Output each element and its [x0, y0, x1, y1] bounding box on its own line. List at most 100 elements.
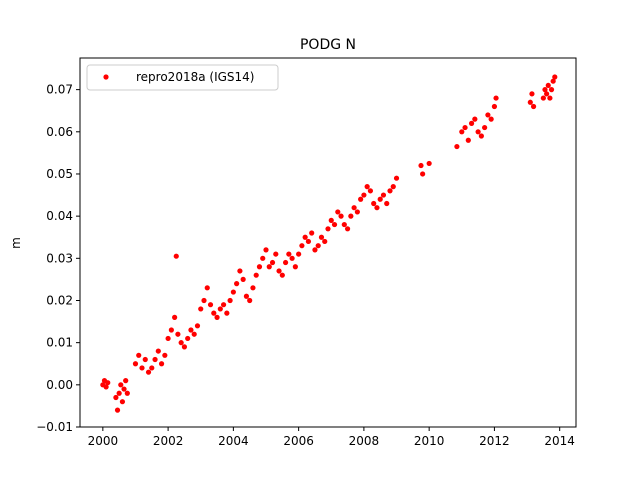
y-tick-label: −0.01	[36, 420, 73, 434]
data-point	[361, 192, 367, 198]
y-tick-label: 0.06	[46, 125, 73, 139]
data-point	[302, 234, 308, 240]
x-tick-label: 2004	[218, 434, 249, 448]
data-point	[462, 124, 468, 131]
data-point	[149, 365, 155, 371]
data-point	[354, 209, 360, 215]
data-point	[181, 344, 188, 350]
data-point	[384, 200, 390, 207]
data-point	[123, 378, 129, 384]
data-point	[371, 200, 377, 207]
data-point	[387, 188, 393, 194]
data-point	[116, 390, 122, 396]
data-point	[168, 327, 174, 333]
data-point	[529, 91, 535, 97]
y-tick-label: 0.01	[46, 336, 73, 350]
data-point	[198, 306, 204, 312]
data-point	[338, 213, 344, 219]
data-point	[224, 310, 230, 316]
y-tick-label: 0.05	[46, 167, 73, 181]
data-point	[296, 251, 302, 257]
data-point	[550, 78, 556, 84]
data-point	[191, 331, 197, 337]
data-point	[348, 213, 354, 219]
data-point	[331, 221, 338, 228]
y-tick-label: 0.02	[46, 293, 73, 307]
data-point	[240, 276, 246, 282]
data-point	[465, 137, 471, 143]
data-point	[145, 369, 152, 375]
data-point	[250, 285, 256, 291]
data-point	[237, 268, 243, 274]
data-point	[542, 87, 548, 93]
data-point	[545, 82, 551, 89]
y-tick-label: 0.07	[46, 83, 73, 97]
x-tick-label: 2002	[153, 434, 184, 448]
data-point	[105, 380, 111, 386]
y-axis-ticks: −0.01 0.00 0.01 0.02 0.03 0.04 0.05 0.06 0.07	[36, 83, 80, 434]
data-point	[211, 310, 217, 316]
x-tick-label: 2012	[479, 434, 510, 448]
data-point	[273, 251, 279, 257]
data-point	[309, 230, 315, 236]
plot-frame	[79, 57, 577, 428]
data-point	[540, 95, 546, 101]
legend-label: repro2018a (IGS14)	[136, 70, 254, 84]
data-point	[377, 196, 383, 202]
data-point	[344, 226, 351, 232]
data-point	[136, 352, 142, 358]
data-point	[152, 356, 158, 363]
data-point	[266, 264, 272, 270]
data-point	[454, 143, 460, 150]
data-point	[201, 297, 207, 304]
data-point	[282, 259, 289, 266]
data-point	[247, 297, 253, 304]
data-point	[380, 192, 387, 198]
data-point	[548, 87, 555, 93]
data-point	[158, 361, 165, 367]
data-point	[155, 348, 161, 354]
data-point	[132, 361, 139, 367]
data-point	[393, 175, 400, 181]
data-point	[256, 264, 263, 270]
data-point	[142, 356, 148, 363]
data-point	[217, 306, 223, 312]
data-point	[260, 255, 266, 261]
data-point	[286, 251, 292, 257]
data-point	[263, 247, 269, 253]
data-point	[175, 331, 181, 337]
data-point	[207, 302, 214, 308]
data-point	[552, 74, 558, 80]
data-point	[188, 327, 194, 333]
data-point	[214, 314, 220, 320]
x-axis-ticks: 2000 2002 2004 2006 2008 2010 2012 2014	[88, 427, 575, 448]
data-point	[220, 302, 227, 308]
data-point	[269, 259, 276, 266]
data-point	[491, 103, 498, 110]
data-point	[162, 352, 168, 358]
data-point	[351, 205, 357, 211]
chart-title: PODG N	[300, 37, 356, 53]
data-point	[322, 238, 328, 245]
data-point	[475, 129, 481, 135]
data-point	[178, 340, 184, 346]
data-point	[276, 268, 282, 274]
x-tick-label: 2000	[88, 434, 119, 448]
data-point	[488, 116, 494, 122]
data-point	[367, 188, 374, 194]
data-point	[185, 335, 191, 342]
data-point	[234, 281, 240, 287]
data-point	[173, 253, 179, 259]
legend-box	[86, 64, 279, 91]
x-tick-label: 2014	[544, 434, 575, 448]
data-point	[103, 384, 109, 390]
data-point	[530, 103, 537, 110]
data-point	[318, 234, 325, 240]
data-point	[243, 293, 250, 299]
y-axis-label: m	[9, 237, 23, 249]
x-tick-label: 2010	[414, 434, 445, 448]
data-point	[478, 133, 484, 139]
data-point	[459, 129, 465, 135]
data-point	[230, 289, 236, 295]
